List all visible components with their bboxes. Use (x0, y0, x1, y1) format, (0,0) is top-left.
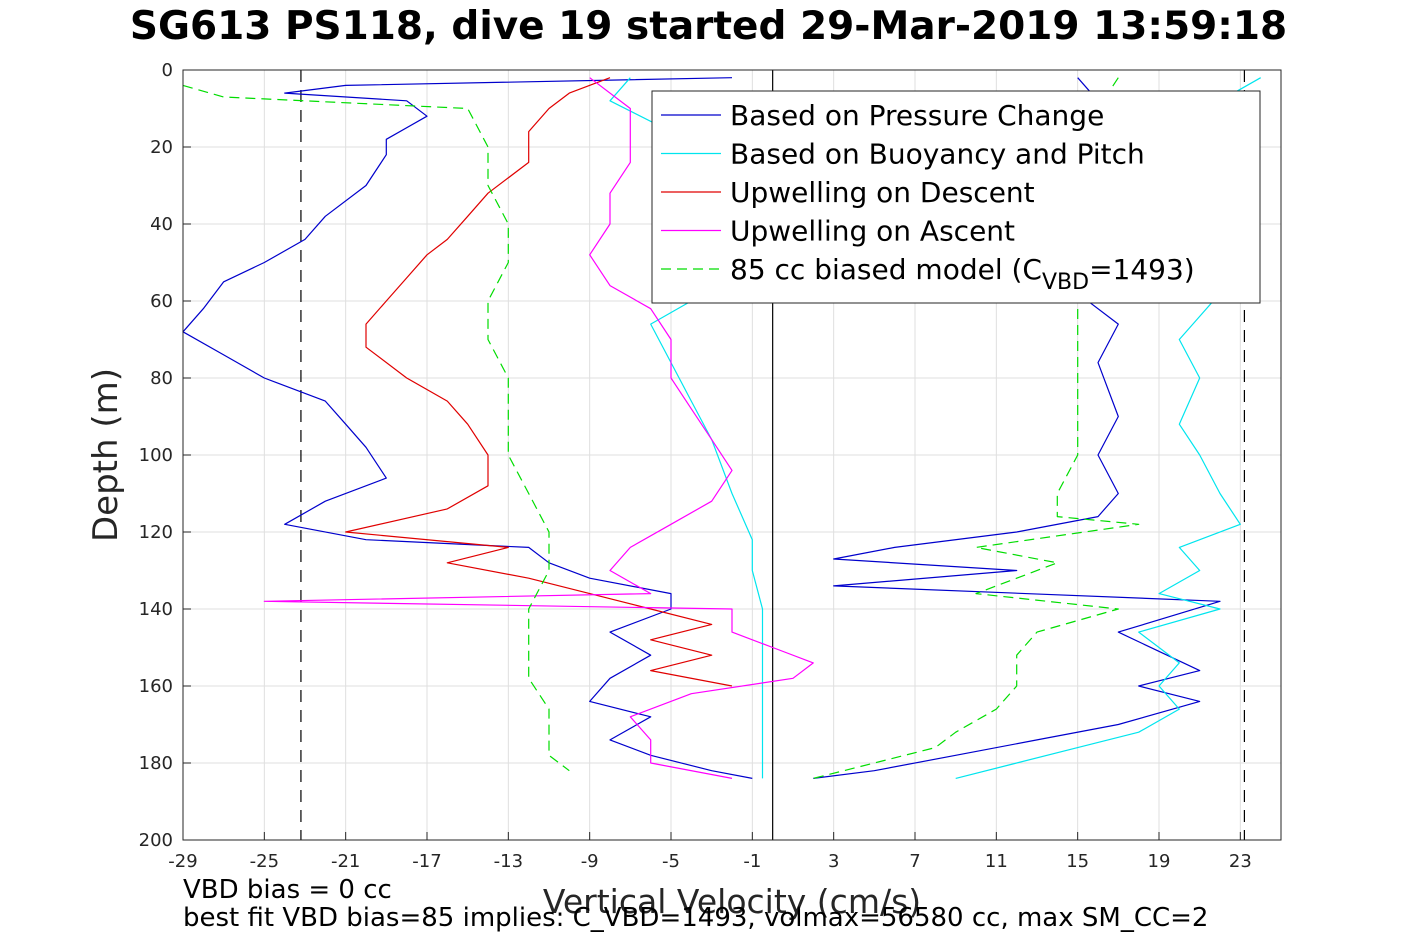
y-tick-label: 40 (150, 214, 173, 235)
legend-label: Upwelling on Descent (730, 176, 1035, 209)
series-line-descent (345, 77, 733, 687)
x-tick-label: 7 (909, 851, 920, 872)
x-tick-label: -5 (662, 851, 680, 872)
y-tick-label: 60 (150, 291, 173, 312)
x-axis-label: Vertical Velocity (cm/s) (543, 882, 921, 921)
x-tick-label: 11 (985, 851, 1008, 872)
legend-label: Based on Pressure Change (730, 99, 1104, 132)
x-tick-label: -1 (743, 851, 761, 872)
legend-label: Upwelling on Ascent (730, 215, 1015, 248)
x-tick-label: -13 (494, 851, 523, 872)
series-line-descent (182, 84, 570, 772)
y-tick-label: 200 (139, 830, 173, 851)
legend-label: 85 cc biased model (CVBD=1493) (730, 253, 1195, 295)
x-tick-label: -21 (331, 851, 360, 872)
chart-title: SG613 PS118, dive 19 started 29-Mar-2019… (129, 4, 1288, 49)
y-tick-label: 20 (150, 137, 173, 158)
series-line-descent (182, 77, 753, 779)
y-tick-label: 100 (139, 445, 173, 466)
best-fit-note: best fit VBD bias=85 implies: C_VBD=1493… (183, 903, 1209, 933)
legend-box (651, 90, 1261, 304)
series-line-ascent (263, 77, 814, 779)
x-tick-label: 15 (1066, 851, 1089, 872)
x-tick-label: 3 (828, 851, 839, 872)
y-tick-label: 140 (139, 599, 173, 620)
legend: Based on Pressure Change Based on Buoyanc… (651, 90, 1261, 304)
vbd-bias-note: VBD bias = 0 cc (183, 875, 392, 905)
x-tick-label: 19 (1148, 851, 1171, 872)
y-tick-label: 0 (162, 60, 173, 81)
y-tick-label: 120 (139, 522, 173, 543)
y-tick-label: 180 (139, 753, 173, 774)
x-tick-label: -9 (581, 851, 599, 872)
x-tick-label: -17 (412, 851, 441, 872)
legend-label: Based on Buoyancy and Pitch (730, 138, 1145, 171)
y-tick-label: 160 (139, 676, 173, 697)
tick-labels: -29 -25 -21 -17 -13 -9 -5 -1 3 7 11 15 19 23020406080… (139, 60, 1252, 872)
x-tick-label: 23 (1229, 851, 1252, 872)
y-axis-label: Depth (m) (86, 368, 126, 542)
x-tick-label: -25 (250, 851, 279, 872)
x-tick-label: -29 (168, 851, 197, 872)
y-tick-label: 80 (150, 368, 173, 389)
